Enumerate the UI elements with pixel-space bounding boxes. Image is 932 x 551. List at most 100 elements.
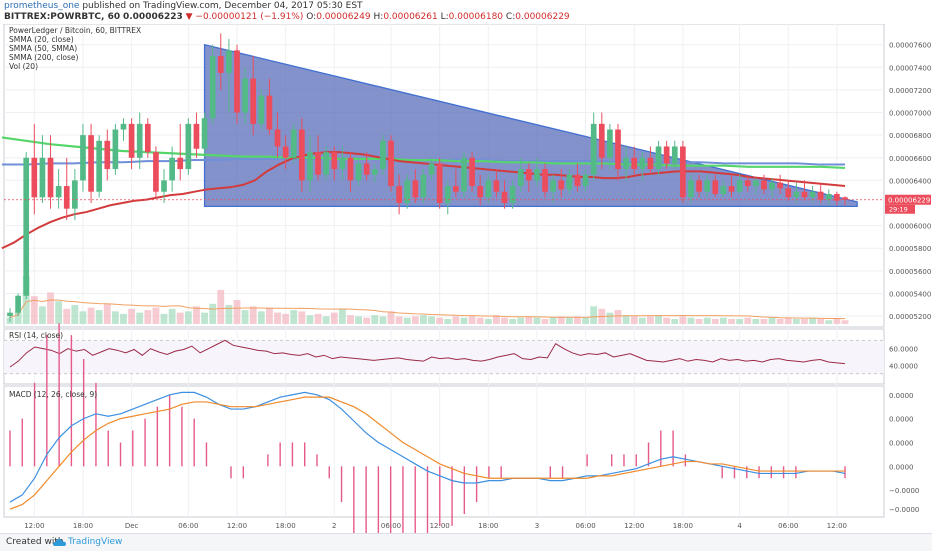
macd-tick-label: 0.0000 (889, 392, 914, 400)
candle-body (542, 169, 548, 192)
last-price-tag (885, 194, 931, 205)
candle-body (501, 191, 508, 204)
volume-bar (347, 315, 354, 324)
candle-body (736, 180, 743, 192)
volume-bars (6, 276, 849, 324)
price-tick-label: 0.00005200 (889, 313, 931, 321)
volume-bar (703, 317, 711, 324)
volume-bar (517, 317, 525, 324)
volume-bar (436, 317, 444, 324)
chart-canvas[interactable]: 0.00007600 0.00007400 0.00007200 0.00007000… (0, 24, 932, 533)
volume-bar (314, 313, 322, 324)
time-tick-label: 12:00 (24, 522, 44, 530)
volume-bar (274, 312, 281, 324)
volume-bar (160, 313, 168, 324)
volume-bar (63, 308, 71, 324)
candle-body (128, 123, 135, 158)
candle-body (136, 123, 143, 158)
candle-body (615, 129, 621, 170)
close-label: C: (505, 12, 516, 22)
volume-bar (549, 317, 557, 324)
candle-body (566, 174, 573, 190)
candle-body (396, 186, 402, 204)
volume-bar (509, 318, 517, 324)
time-tick-label: 18:00 (276, 522, 296, 530)
candle-body (420, 174, 427, 198)
open-label: O: (306, 12, 317, 22)
volume-bar (306, 315, 314, 324)
volume-bar (193, 306, 200, 324)
symbol-name: BITTREX:POWRBTC, 60 (4, 12, 121, 22)
author-link[interactable]: prometheus_one (4, 1, 80, 11)
candle-body (112, 129, 119, 170)
volume-bar (120, 313, 127, 324)
publish-info: published on TradingView.com, December 0… (82, 1, 363, 11)
volume-bar (290, 310, 298, 324)
volume-bar (647, 316, 654, 324)
time-tick-label: 18:00 (73, 522, 93, 530)
candle-body (96, 140, 103, 192)
time-tick-label: 12:00 (430, 522, 450, 530)
volume-bar (330, 312, 338, 324)
candle-body (388, 140, 394, 187)
volume-bar (744, 317, 752, 324)
volume-bar (233, 300, 241, 324)
macd-pane-frame (3, 385, 885, 518)
candle-body (323, 152, 330, 175)
volume-bar (403, 317, 411, 324)
volume-ma-line (9, 299, 846, 320)
volume-bar (501, 317, 508, 324)
price-tick-label: 0.00006400 (889, 177, 931, 185)
time-tick-label: 06:00 (178, 522, 198, 530)
volume-bar (614, 310, 622, 324)
candle-body (785, 188, 792, 198)
volume-bar (420, 315, 427, 324)
volume-bar (460, 317, 468, 324)
candle-body (777, 182, 783, 189)
candle-body (31, 157, 38, 198)
volume-bar (298, 311, 306, 324)
volume-bar (736, 318, 744, 324)
volume-bar (557, 316, 565, 324)
volume-bar (752, 318, 760, 324)
candle-body (817, 191, 824, 200)
volume-bar (209, 303, 217, 324)
volume-bar (111, 311, 119, 324)
candle-body (201, 118, 208, 149)
candle-body (404, 180, 411, 204)
candle-body (234, 50, 240, 113)
legend-main: PowerLedger / Bitcoin, 60, BITTREX (9, 26, 141, 35)
volume-bar (582, 317, 589, 324)
candlestick-series (4, 33, 884, 322)
candle-body (39, 157, 46, 198)
legend-vol: Vol (20) (9, 62, 38, 71)
volume-bar (168, 308, 176, 324)
candle-body (23, 157, 30, 296)
candle-body (590, 123, 597, 175)
macd-lines (9, 323, 846, 533)
time-tick-label: 4 (737, 522, 742, 530)
candle-body (363, 163, 370, 175)
candle-body (217, 56, 224, 73)
rsi-line (4, 339, 884, 375)
candle-body (639, 157, 646, 170)
candle-body (712, 180, 719, 194)
volume-bar (687, 317, 695, 324)
candle-body (444, 186, 451, 204)
candle-body (534, 169, 540, 181)
volume-bar (322, 316, 330, 324)
volume-bar (444, 318, 452, 324)
legend-macd: MACD (12, 26, close, 9) (9, 390, 97, 399)
volume-bar (841, 320, 849, 324)
high-label: H: (373, 12, 384, 22)
tradingview-brand[interactable]: TradingView (68, 537, 123, 547)
volume-bar (128, 308, 136, 324)
time-tick-label: Dec (125, 522, 139, 530)
candle-body (623, 157, 629, 170)
low-label: L: (440, 12, 449, 22)
candle-body (315, 152, 321, 175)
volume-bar (606, 312, 614, 324)
time-tick-label: 06:00 (778, 522, 798, 530)
time-tick-label: 3 (535, 522, 539, 530)
candle-body (769, 182, 775, 190)
